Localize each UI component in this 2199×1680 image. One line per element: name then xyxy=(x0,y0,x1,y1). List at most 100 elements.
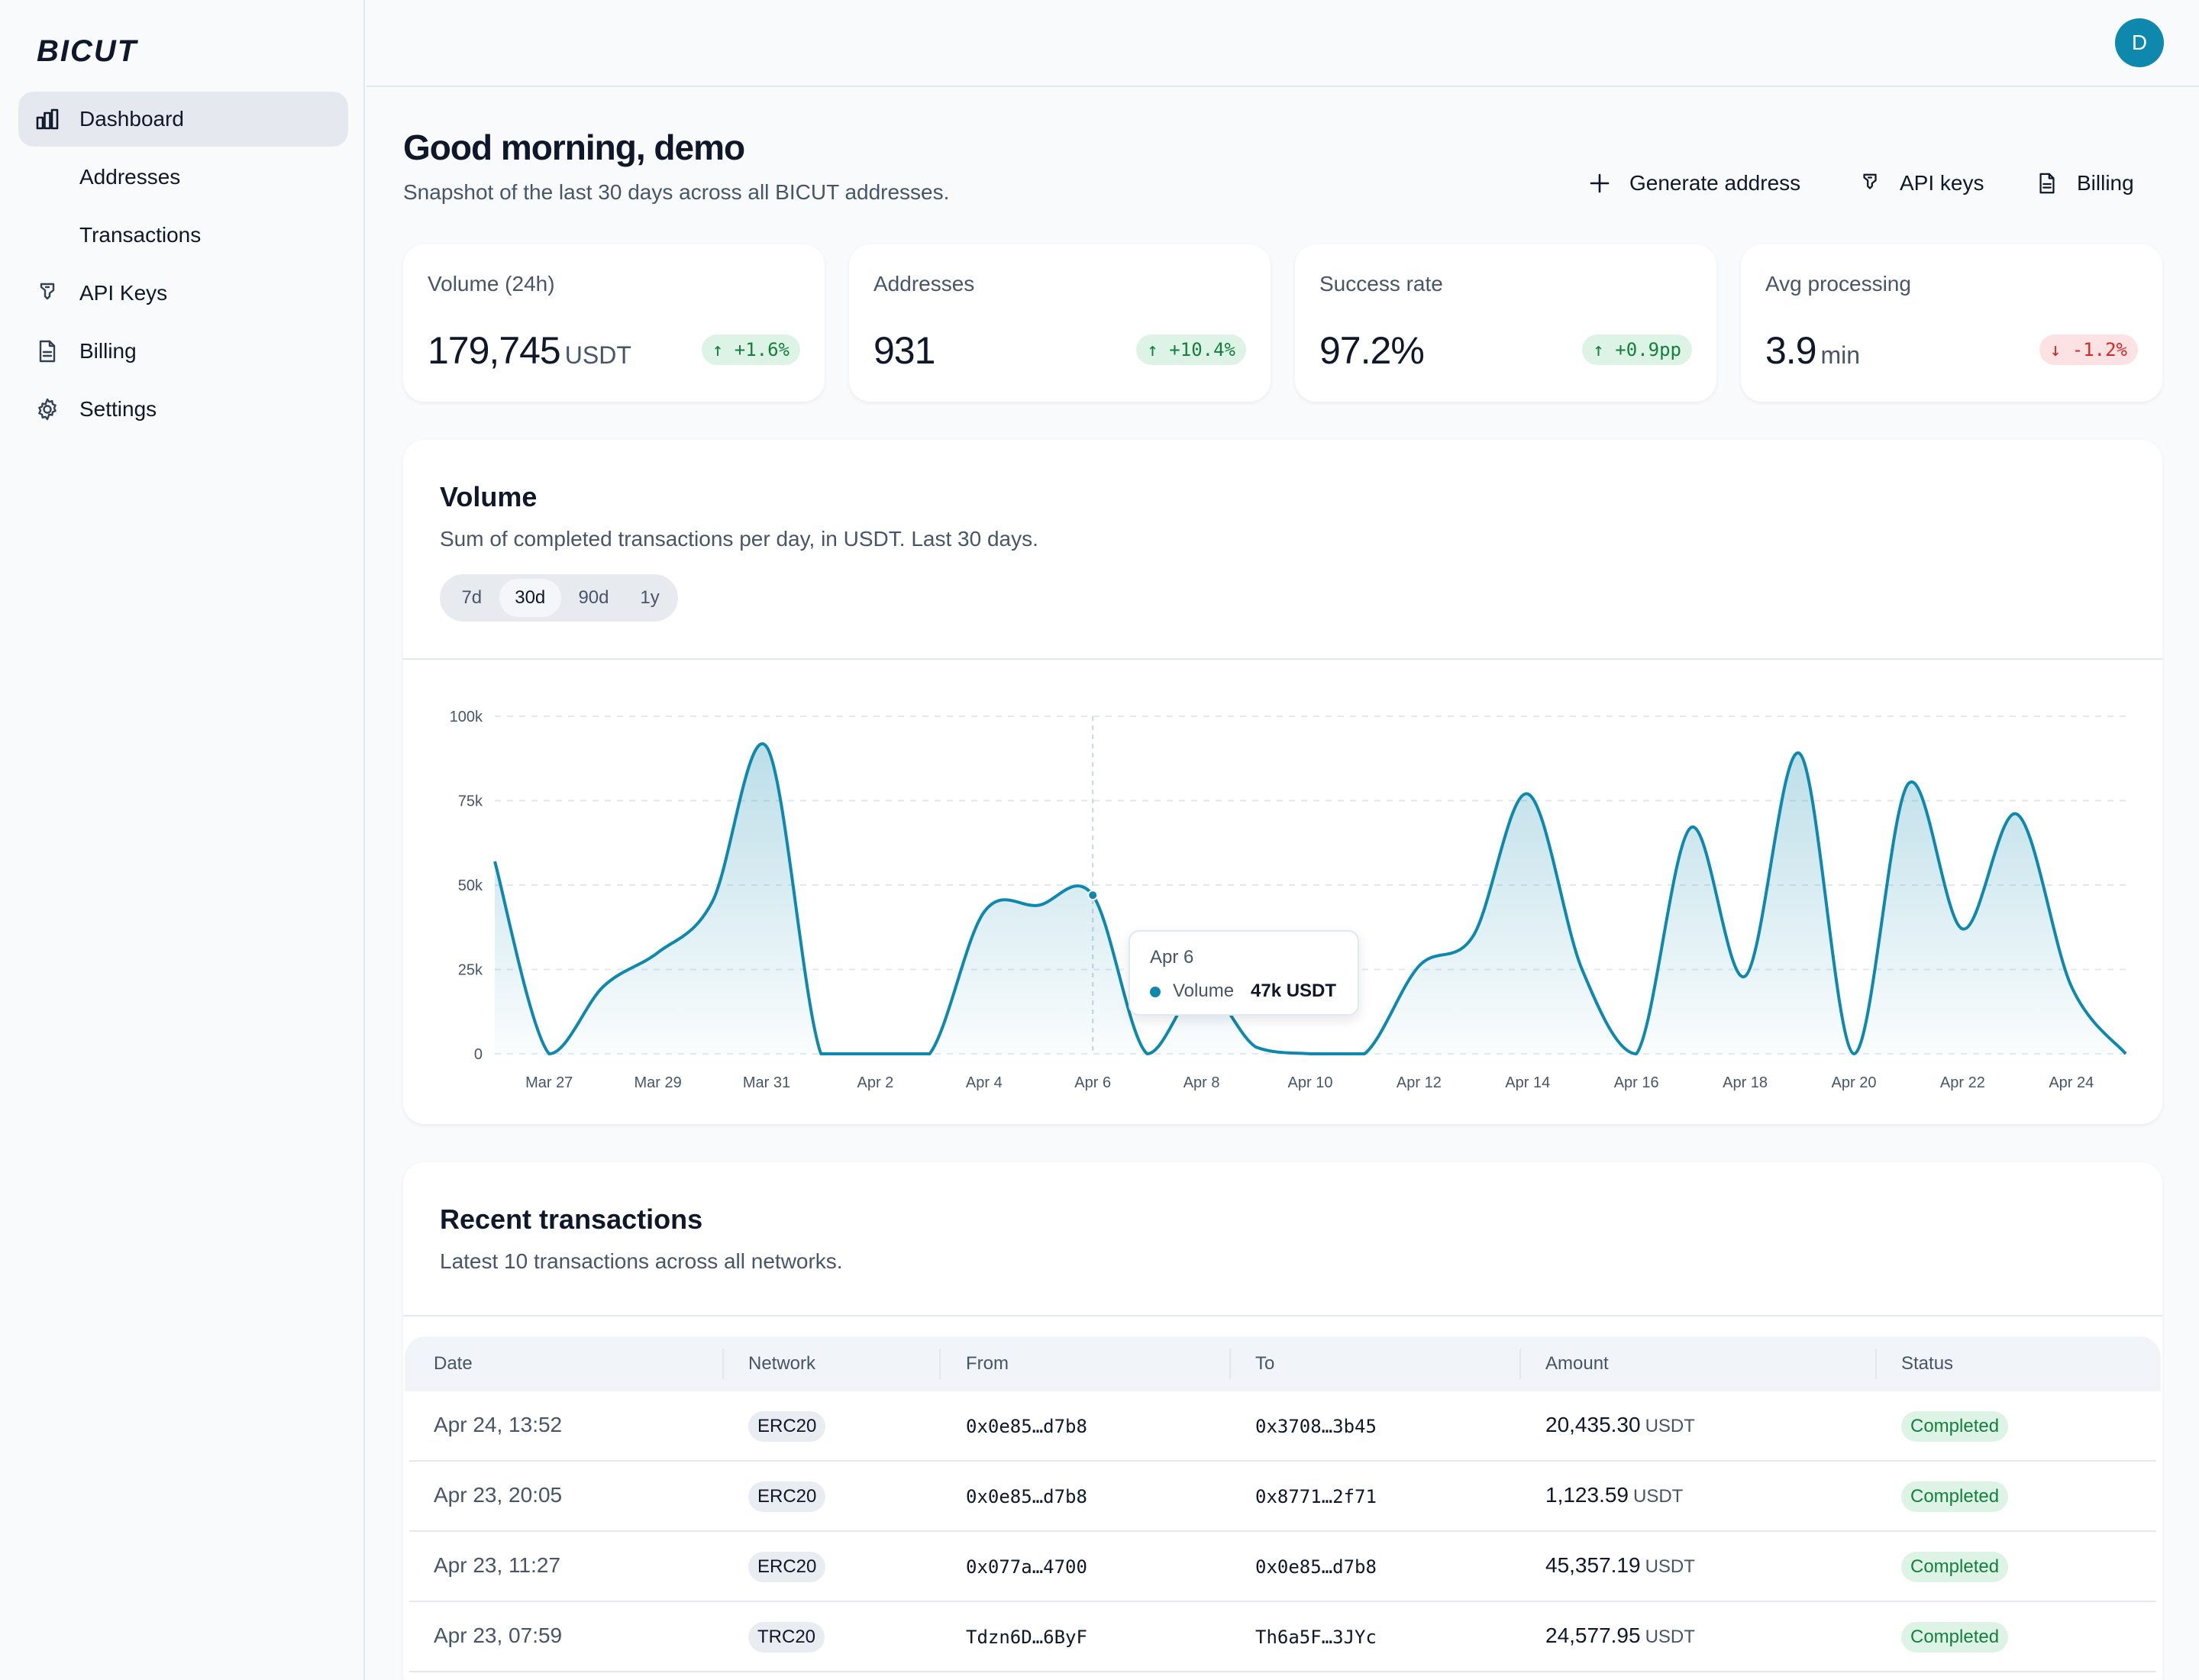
sidebar: BICUT Dashboard Addresses Transactions A… xyxy=(0,0,365,1680)
api-keys-button[interactable]: API keys xyxy=(1858,166,1984,200)
network-badge: ERC20 xyxy=(748,1481,826,1512)
stat-card-success-rate: Success rate 97.2% ↑ +0.9pp xyxy=(1295,244,1716,402)
trend-badge: ↑ +0.9pp xyxy=(1582,334,1692,365)
sidebar-item-label: Billing xyxy=(79,339,137,363)
column-header-status[interactable]: Status xyxy=(1901,1353,1954,1374)
cell-from[interactable]: 0x0e85…d7b8 xyxy=(966,1416,1087,1437)
column-header-network[interactable]: Network xyxy=(748,1353,816,1374)
cell-to[interactable]: 0x3708…3b45 xyxy=(1255,1416,1377,1437)
sidebar-item-transactions[interactable]: Transactions xyxy=(18,208,348,263)
document-icon xyxy=(34,338,61,365)
range-option-90d[interactable]: 90d xyxy=(578,587,609,608)
volume-title: Volume xyxy=(440,481,538,512)
range-option-1y[interactable]: 1y xyxy=(640,587,660,608)
stat-card-addresses: Addresses 931 ↑ +10.4% xyxy=(849,244,1271,402)
stat-label: Success rate xyxy=(1319,272,1443,296)
table-row[interactable]: Apr 23, 07:59 TRC20 Tdzn6D…6ByF Th6a5F…3… xyxy=(409,1602,2156,1672)
page-title: Good morning, demo xyxy=(403,128,745,167)
document-icon xyxy=(2039,173,2055,194)
stat-value: 3.9 min xyxy=(1765,329,1861,372)
range-option-30d[interactable]: 30d xyxy=(499,579,561,617)
transactions-description: Latest 10 transactions across all networ… xyxy=(440,1249,843,1273)
cell-date: Apr 23, 20:05 xyxy=(434,1483,563,1507)
sidebar-item-api-keys[interactable]: API Keys xyxy=(18,266,348,321)
chart-bar-icon xyxy=(34,105,61,133)
stat-label: Avg processing xyxy=(1765,272,1911,296)
sidebar-item-dashboard[interactable]: Dashboard xyxy=(18,92,348,147)
key-icon xyxy=(1863,173,1877,189)
sidebar-item-label: Settings xyxy=(79,397,157,421)
billing-button[interactable]: Billing xyxy=(2036,166,2134,200)
sidebar-item-addresses[interactable]: Addresses xyxy=(18,150,348,205)
card-divider xyxy=(403,1315,2162,1317)
volume-card: Volume Sum of completed transactions per… xyxy=(403,440,2162,1124)
status-badge: Completed xyxy=(1901,1411,2009,1442)
table-header: Date Network From To Amount Status xyxy=(405,1336,2161,1391)
sidebar-item-label: Dashboard xyxy=(79,107,184,131)
stat-label: Volume (24h) xyxy=(428,272,555,296)
table-row[interactable]: Apr 23, 11:27 ERC20 0x077a…4700 0x0e85…d… xyxy=(409,1532,2156,1602)
cell-to[interactable]: Th6a5F…3JYc xyxy=(1255,1627,1377,1648)
chart-tooltip: Apr 6 Volume 47k USDT xyxy=(1129,930,1359,1016)
cell-to[interactable]: 0x0e85…d7b8 xyxy=(1255,1556,1377,1578)
tooltip-date: Apr 6 xyxy=(1150,947,1194,968)
sidebar-item-label: Transactions xyxy=(79,223,202,247)
sidebar-item-label: API Keys xyxy=(79,281,168,305)
user-avatar[interactable]: D xyxy=(2115,18,2164,67)
key-icon xyxy=(34,279,61,307)
stat-card-avg-processing: Avg processing 3.9 min ↓ -1.2% xyxy=(1741,244,2162,402)
column-separator xyxy=(1875,1349,1877,1379)
cell-from[interactable]: 0x077a…4700 xyxy=(966,1556,1087,1578)
cell-date: Apr 23, 11:27 xyxy=(434,1553,561,1577)
stat-value: 931 xyxy=(873,329,935,372)
cell-date: Apr 24, 13:52 xyxy=(434,1413,563,1436)
volume-description: Sum of completed transactions per day, i… xyxy=(440,527,1038,551)
sidebar-item-label: Addresses xyxy=(79,165,181,189)
network-badge: ERC20 xyxy=(748,1552,826,1582)
cell-from[interactable]: Tdzn6D…6ByF xyxy=(966,1627,1087,1648)
stat-value: 97.2% xyxy=(1319,329,1425,372)
plus-icon xyxy=(1590,173,1610,193)
generate-address-button[interactable]: Generate address xyxy=(1588,166,1800,200)
range-selector: 7d 30d 90d 1y xyxy=(440,574,678,622)
table-row[interactable]: Apr 23, 20:05 ERC20 0x0e85…d7b8 0x8771…2… xyxy=(409,1462,2156,1532)
generate-address-label: Generate address xyxy=(1629,171,1801,195)
bicut-logo[interactable]: BICUT xyxy=(35,35,173,66)
sidebar-item-settings[interactable]: Settings xyxy=(18,382,348,437)
sidebar-item-billing[interactable]: Billing xyxy=(18,324,348,379)
range-option-7d[interactable]: 7d xyxy=(461,587,483,608)
column-header-from[interactable]: From xyxy=(966,1353,1009,1374)
cell-amount: 1,123.59 USDT xyxy=(1545,1483,1684,1507)
status-badge: Completed xyxy=(1901,1481,2009,1512)
cell-amount: 45,357.19 USDT xyxy=(1545,1553,1695,1577)
card-divider xyxy=(403,658,2162,660)
column-header-amount[interactable]: Amount xyxy=(1545,1353,1609,1374)
trend-badge: ↓ -1.2% xyxy=(2039,334,2138,365)
cell-to[interactable]: 0x8771…2f71 xyxy=(1255,1486,1377,1507)
status-badge: Completed xyxy=(1901,1622,2009,1653)
tooltip-value: 47k USDT xyxy=(1251,981,1337,1001)
column-separator xyxy=(1229,1349,1231,1379)
column-separator xyxy=(1519,1349,1521,1379)
svg-text:BICUT: BICUT xyxy=(37,35,139,66)
stat-card-volume: Volume (24h) 179,745 USDT ↑ +1.6% xyxy=(403,244,825,402)
stat-value: 179,745 USDT xyxy=(428,329,631,372)
table-row[interactable]: Apr 24, 13:52 ERC20 0x0e85…d7b8 0x3708…3… xyxy=(409,1391,2156,1462)
status-badge: Completed xyxy=(1901,1552,2009,1582)
column-header-to[interactable]: To xyxy=(1255,1353,1275,1374)
transactions-title: Recent transactions xyxy=(440,1203,703,1235)
page-subtitle: Snapshot of the last 30 days across all … xyxy=(403,180,950,204)
gear-icon xyxy=(34,396,61,423)
trend-badge: ↑ +1.6% xyxy=(701,334,800,365)
cell-date: Apr 23, 07:59 xyxy=(434,1623,563,1647)
topbar: D xyxy=(366,0,2199,87)
cell-from[interactable]: 0x0e85…d7b8 xyxy=(966,1486,1087,1507)
cell-amount: 20,435.30 USDT xyxy=(1545,1413,1695,1436)
tooltip-series-name: Volume xyxy=(1173,981,1235,1001)
network-badge: TRC20 xyxy=(748,1622,825,1653)
trend-badge: ↑ +10.4% xyxy=(1136,334,1246,365)
tooltip-series-dot xyxy=(1150,987,1161,997)
column-header-date[interactable]: Date xyxy=(434,1353,473,1374)
network-badge: ERC20 xyxy=(748,1411,826,1442)
column-separator xyxy=(939,1349,941,1379)
